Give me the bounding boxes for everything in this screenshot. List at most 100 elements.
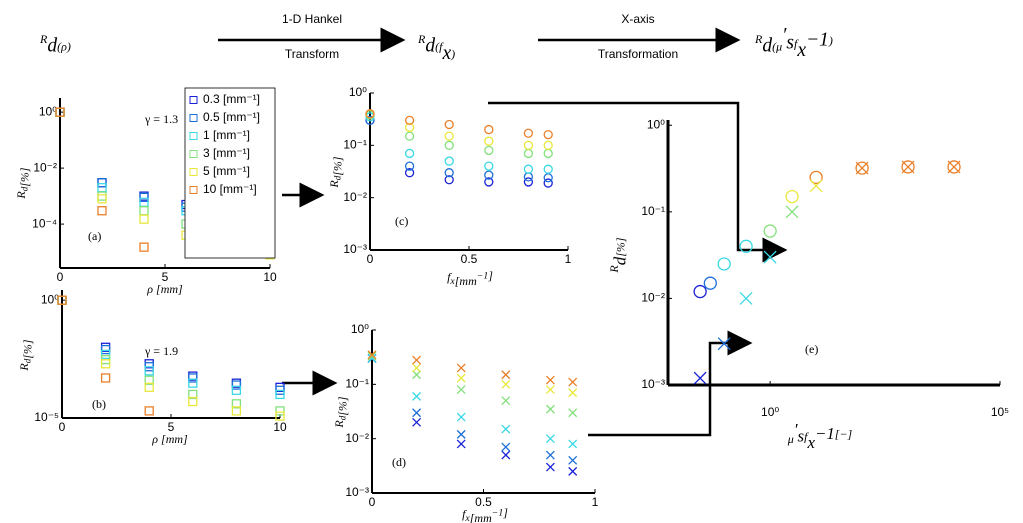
superscript: ′ xyxy=(782,25,787,46)
legend-swatch xyxy=(189,132,198,140)
cross-marker xyxy=(412,370,422,380)
cross-marker xyxy=(501,450,511,460)
cross-marker xyxy=(545,375,555,385)
circle-marker xyxy=(523,148,534,159)
connectors xyxy=(218,27,788,437)
label-part: [mm xyxy=(470,511,492,523)
x-tick-label: 0 xyxy=(59,420,66,434)
subscript: d xyxy=(338,415,348,420)
y-tick-label: 10⁻⁴ xyxy=(32,216,57,230)
square-marker xyxy=(139,214,149,224)
y-tick-label: 10⁻² xyxy=(345,431,369,445)
cross-marker xyxy=(901,160,915,174)
square-marker xyxy=(100,344,111,355)
cross-marker xyxy=(412,408,422,418)
y-tick-label: 10⁻¹ xyxy=(345,377,369,391)
circle-marker xyxy=(404,148,415,159)
subscript: x xyxy=(449,276,455,287)
cross-marker xyxy=(568,388,578,398)
square-marker xyxy=(97,178,107,188)
legend: 0.3 [mm⁻¹] 0.5 [mm⁻¹] 1 [mm⁻¹] 3 [mm⁻¹] 5 [m… xyxy=(184,87,276,259)
x-tick-label: 0.5 xyxy=(475,495,492,509)
label-part: [%] xyxy=(17,167,31,187)
superscript: −1 xyxy=(477,271,488,282)
cross-marker xyxy=(501,379,511,389)
cross-marker xyxy=(456,429,466,439)
legend-box xyxy=(184,87,276,259)
circle-marker xyxy=(543,140,553,150)
square-marker xyxy=(188,378,198,388)
label-part: R xyxy=(754,32,763,46)
label-part: R xyxy=(417,32,426,46)
circle-marker xyxy=(523,172,534,182)
circle-marker xyxy=(693,284,707,299)
y-tick-label: 10⁻² xyxy=(33,160,57,174)
cross-marker xyxy=(545,450,555,460)
cross-marker xyxy=(367,351,377,361)
square-marker xyxy=(139,242,149,252)
circle-marker xyxy=(444,131,454,141)
annotation: (d) xyxy=(392,455,406,469)
circle-marker xyxy=(484,145,494,156)
subscript: d xyxy=(333,175,343,180)
math-label: ρ [mm] xyxy=(146,282,183,296)
label-part: f xyxy=(794,36,799,50)
label-part: [−] xyxy=(835,427,853,441)
label-part: R xyxy=(607,265,621,274)
cross-marker xyxy=(412,355,422,365)
legend-swatch xyxy=(189,168,198,176)
x-tick-label: 1 xyxy=(565,252,572,266)
subscript: d xyxy=(610,256,629,265)
legend-label: 0.3 [mm⁻¹] xyxy=(203,92,260,106)
cross-marker xyxy=(456,412,466,422)
cross-marker xyxy=(809,179,823,193)
cross-marker xyxy=(412,391,422,401)
y-tick-label: 10⁰ xyxy=(349,85,367,99)
annotation: γ = 1.9 xyxy=(144,344,178,358)
circle-marker xyxy=(404,161,415,171)
label-part: (μ xyxy=(772,39,782,53)
x-tick-label: 10 xyxy=(273,420,287,434)
circle-marker xyxy=(484,124,494,135)
legend-swatch xyxy=(189,150,198,158)
annotation: (c) xyxy=(395,214,408,228)
square-marker xyxy=(144,375,154,385)
circle-marker xyxy=(404,122,415,133)
y-tick-label: 10⁻³ xyxy=(343,242,367,256)
cross-marker xyxy=(456,385,466,395)
circle-marker xyxy=(543,130,553,140)
subscript: d xyxy=(762,36,772,57)
arrow xyxy=(488,101,788,263)
math-label: Rd[%] xyxy=(332,396,350,429)
x-tick-label: 1 xyxy=(592,495,599,509)
math-label: Rd[%] xyxy=(607,237,630,273)
square-marker xyxy=(100,359,111,369)
label-part: f xyxy=(804,429,809,443)
circle-marker xyxy=(404,115,415,126)
label-part: R xyxy=(17,363,31,372)
annotation: γ = 1.3 xyxy=(144,112,178,126)
label-part: ) xyxy=(828,33,833,47)
math-label: Rd(ρ) xyxy=(39,32,71,57)
square-marker xyxy=(100,349,111,360)
square-marker xyxy=(55,107,65,117)
label-part: R xyxy=(332,420,346,429)
math-label: Rd[%] xyxy=(327,156,345,189)
y-tick-label: 10⁻² xyxy=(641,291,665,305)
label-part: (f xyxy=(435,39,444,53)
cross-marker xyxy=(568,455,578,465)
circle-marker xyxy=(717,257,731,271)
circle-marker xyxy=(739,239,753,253)
circle-marker xyxy=(523,128,534,138)
math-label: fx[mm−1] xyxy=(447,268,493,287)
label-part: [%] xyxy=(20,339,34,359)
x-tick-label: 10 xyxy=(263,270,277,284)
x-tick-label: 0 xyxy=(57,270,64,284)
cross-marker xyxy=(545,462,555,472)
square-marker xyxy=(275,406,285,416)
math-label: Rd(μ′sfx−1) xyxy=(754,25,833,61)
square-marker xyxy=(97,183,107,193)
label-part: μ xyxy=(787,432,794,446)
circle-marker xyxy=(404,168,415,178)
square-marker xyxy=(231,399,242,409)
